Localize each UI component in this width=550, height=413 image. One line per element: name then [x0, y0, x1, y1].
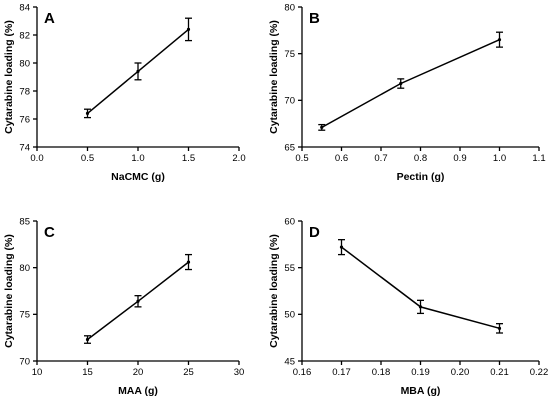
- y-tick-label: 60: [284, 216, 295, 227]
- x-tick-label: 1.0: [493, 153, 506, 164]
- panel-letter: D: [309, 224, 320, 241]
- data-point: [339, 245, 344, 249]
- y-tick-label: 55: [284, 263, 295, 274]
- y-tick-label: 75: [19, 310, 30, 321]
- data-point: [418, 305, 423, 309]
- panel-a: 0.0 0.5 1.0 1.5 2.0 74 76 78 80 82 84 NaCMC (g) Cyta…: [3, 2, 246, 183]
- y-tick-label: 78: [19, 86, 30, 97]
- x-tick-label: 20: [133, 367, 144, 378]
- x-tick-label: 0.21: [490, 367, 509, 378]
- y-tick-label: 84: [19, 2, 30, 13]
- y-tick-label: 80: [19, 263, 30, 274]
- series-line: [321, 39, 500, 129]
- x-tick-label: 0.9: [453, 153, 466, 164]
- x-tick-label: 25: [183, 367, 194, 378]
- x-tick-label: 0.6: [335, 153, 348, 164]
- x-axis-label: MAA (g): [118, 385, 158, 397]
- x-tick-label: 0.5: [81, 153, 94, 164]
- x-axis-label: NaCMC (g): [111, 171, 165, 183]
- x-axis-label: MBA (g): [401, 385, 441, 397]
- x-tick-label: 1.1: [532, 153, 545, 164]
- data-point: [85, 111, 90, 115]
- data-point: [186, 27, 191, 31]
- panel-d: 0.16 0.17 0.18 0.19 0.20 0.21 0.22 45 50 55 60 MBA …: [268, 216, 548, 397]
- x-tick-label: 0.19: [411, 367, 430, 378]
- y-tick-label: 70: [19, 356, 30, 367]
- y-tick-label: 85: [19, 216, 30, 227]
- x-tick-label: 0.17: [332, 367, 351, 378]
- x-tick-label: 0.7: [374, 153, 387, 164]
- y-tick-label: 70: [284, 96, 295, 107]
- data-point: [320, 125, 324, 129]
- x-tick-label: 0.0: [30, 153, 43, 164]
- y-axis-label: Cytarabine loading (%): [3, 20, 15, 134]
- y-tick-label: 65: [284, 142, 295, 153]
- y-tick-label: 50: [284, 310, 295, 321]
- y-tick-label: 80: [19, 58, 30, 69]
- x-tick-label: 0.22: [530, 367, 549, 378]
- data-point: [136, 69, 140, 73]
- x-tick-label: 30: [234, 367, 245, 378]
- x-tick-label: 0.8: [414, 153, 427, 164]
- x-axis-label: Pectin (g): [397, 171, 445, 183]
- data-point: [85, 337, 90, 342]
- data-point: [136, 299, 140, 303]
- y-tick-label: 45: [284, 356, 295, 367]
- panel-c: 10 15 20 25 30 70 75 80 85 MAA (g) Cytarabine load…: [3, 216, 244, 397]
- data-point: [497, 38, 502, 42]
- x-tick-label: 15: [82, 367, 93, 378]
- x-tick-label: 0.20: [451, 367, 470, 378]
- y-axis-label: Cytarabine loading (%): [268, 234, 280, 348]
- y-tick-label: 80: [284, 2, 295, 13]
- series-line: [341, 246, 500, 330]
- data-point: [399, 81, 403, 86]
- x-tick-label: 1.0: [131, 153, 144, 164]
- y-tick-label: 76: [19, 114, 30, 125]
- x-tick-label: 0.5: [295, 153, 308, 164]
- panel-letter: B: [309, 10, 320, 27]
- data-point: [497, 326, 502, 330]
- x-tick-label: 0.16: [293, 367, 312, 378]
- y-axis-label: Cytarabine loading (%): [268, 20, 280, 134]
- x-tick-label: 0.18: [372, 367, 391, 378]
- panel-letter: A: [44, 10, 55, 27]
- panel-letter: C: [44, 224, 55, 241]
- y-axis-label: Cytarabine loading (%): [3, 234, 15, 348]
- x-tick-label: 10: [32, 367, 43, 378]
- panel-b: 0.5 0.6 0.7 0.8 0.9 1.0 1.1 65 70 75 80 Pectin (g) C…: [268, 2, 546, 183]
- x-tick-label: 2.0: [232, 153, 245, 164]
- y-tick-label: 74: [19, 142, 30, 153]
- x-tick-label: 1.5: [182, 153, 195, 164]
- data-point: [186, 260, 191, 264]
- y-tick-label: 75: [284, 49, 295, 60]
- y-tick-label: 82: [19, 30, 30, 41]
